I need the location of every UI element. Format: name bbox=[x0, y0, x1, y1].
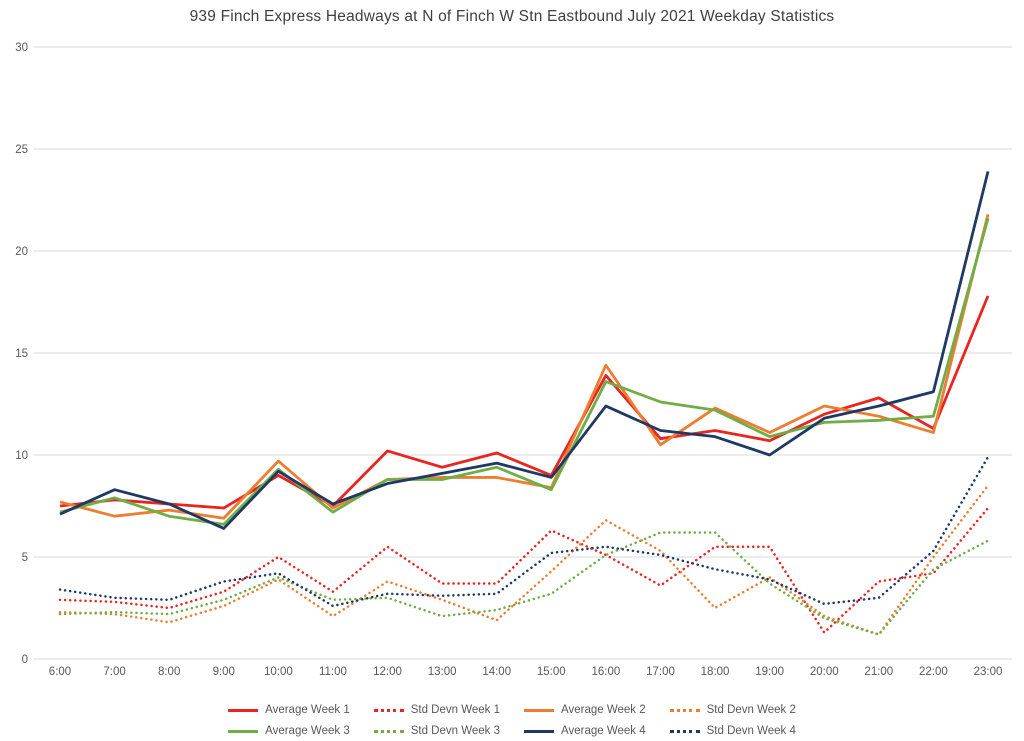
legend-label: Std Devn Week 4 bbox=[706, 725, 796, 737]
legend-label: Std Devn Week 3 bbox=[410, 725, 500, 737]
legend-line-swatch bbox=[524, 708, 554, 712]
x-axis-tick-label: 23:00 bbox=[974, 666, 1003, 678]
x-axis-tick-label: 14:00 bbox=[482, 666, 511, 678]
series-line-std-devn-week-1 bbox=[58, 506, 990, 634]
x-axis-tick-label: 12:00 bbox=[373, 666, 402, 678]
legend-item-average-week-4: Average Week 4 bbox=[524, 725, 646, 737]
legend-label: Average Week 2 bbox=[561, 704, 646, 716]
legend-label: Average Week 3 bbox=[265, 725, 350, 737]
x-axis-tick-label: 20:00 bbox=[810, 666, 839, 678]
x-axis-tick-label: 11:00 bbox=[319, 666, 347, 678]
legend-item-std-devn-week-3: Std Devn Week 3 bbox=[373, 725, 500, 737]
legend-item-average-week-1: Average Week 1 bbox=[228, 704, 350, 716]
legend-line-swatch bbox=[373, 729, 404, 733]
legend-line-swatch bbox=[669, 729, 700, 733]
series-line-average-week-1 bbox=[59, 295, 990, 510]
chart-legend: Average Week 1 Std Devn Week 1 Average Wee… bbox=[0, 704, 1024, 737]
x-axis-tick-label: 8:00 bbox=[158, 666, 180, 678]
x-axis-tick-label: 15:00 bbox=[537, 666, 566, 678]
y-axis-tick-label: 25 bbox=[15, 144, 28, 156]
legend-item-std-devn-week-2: Std Devn Week 2 bbox=[669, 704, 796, 716]
legend-item-average-week-3: Average Week 3 bbox=[228, 725, 350, 737]
x-axis-tick-label: 22:00 bbox=[919, 666, 948, 678]
legend-line-swatch bbox=[373, 708, 404, 712]
legend-label: Average Week 4 bbox=[561, 725, 646, 737]
x-axis-tick-label: 9:00 bbox=[213, 666, 235, 678]
legend-item-average-week-2: Average Week 2 bbox=[524, 704, 646, 716]
series-line-std-devn-week-3 bbox=[58, 531, 990, 636]
legend-label: Std Devn Week 2 bbox=[706, 704, 796, 716]
y-axis-tick-label: 0 bbox=[22, 654, 28, 666]
legend-line-swatch bbox=[228, 729, 259, 733]
x-axis-tick-label: 16:00 bbox=[591, 666, 620, 678]
legend-row: Average Week 1 Std Devn Week 1 Average Wee… bbox=[228, 704, 796, 716]
legend-label: Average Week 1 bbox=[265, 704, 350, 716]
chart-title: 939 Finch Express Headways at N of Finch… bbox=[189, 8, 835, 25]
y-axis-tick-label: 15 bbox=[15, 348, 28, 360]
legend-row: Average Week 3 Std Devn Week 3 Average Wee… bbox=[228, 725, 796, 737]
y-axis-tick-label: 20 bbox=[15, 246, 28, 258]
y-axis-tick-label: 5 bbox=[22, 552, 28, 564]
x-axis-tick-label: 17:00 bbox=[646, 666, 675, 678]
x-axis-tick-label: 18:00 bbox=[701, 666, 730, 678]
y-axis-tick-label: 10 bbox=[15, 450, 28, 462]
x-axis-tick-label: 13:00 bbox=[428, 666, 457, 678]
legend-line-swatch bbox=[669, 708, 700, 712]
legend-label: Std Devn Week 1 bbox=[410, 704, 500, 716]
plot-area: 0 5 10 15 20 25 30 6:00 7:00 8:00 9:00 10:00 11:00 12… bbox=[15, 42, 1012, 678]
series-line-std-devn-week-4 bbox=[58, 455, 990, 608]
x-axis-tick-label: 10:00 bbox=[264, 666, 293, 678]
series-line-std-devn-week-2 bbox=[58, 484, 990, 636]
x-axis-tick-label: 21:00 bbox=[864, 666, 893, 678]
y-axis-tick-label: 30 bbox=[15, 42, 28, 54]
legend-item-std-devn-week-4: Std Devn Week 4 bbox=[669, 725, 796, 737]
series-line-average-week-2 bbox=[59, 213, 990, 520]
legend-line-swatch bbox=[228, 708, 259, 712]
x-axis-tick-label: 19:00 bbox=[755, 666, 784, 678]
x-axis-tick-label: 7:00 bbox=[103, 666, 125, 678]
x-axis-tick-label: 6:00 bbox=[49, 666, 71, 678]
legend-line-swatch bbox=[524, 729, 554, 733]
series-line-average-week-3 bbox=[59, 217, 990, 526]
series-line-average-week-4 bbox=[59, 171, 990, 530]
legend-item-std-devn-week-1: Std Devn Week 1 bbox=[373, 704, 500, 716]
